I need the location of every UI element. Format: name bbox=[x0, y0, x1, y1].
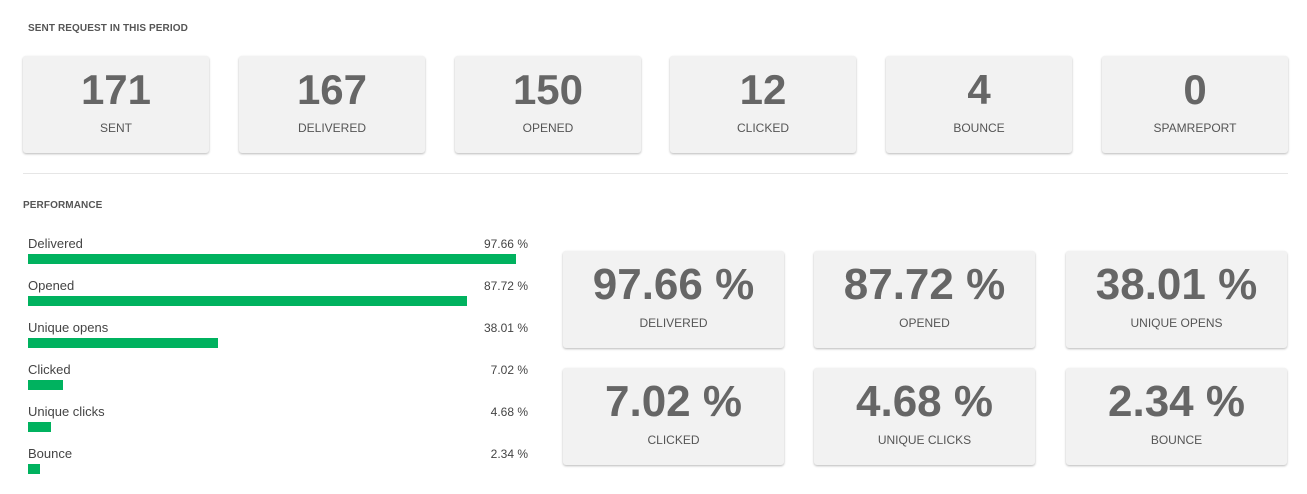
sent-stats-row: 171 SENT 167 DELIVERED 150 OPENED 12 CLI… bbox=[23, 56, 1288, 153]
perf-card-bounce: 2.34 % BOUNCE bbox=[1066, 368, 1287, 465]
bar-track bbox=[28, 338, 528, 348]
performance-section-title: PERFORMANCE bbox=[23, 200, 103, 211]
stat-card-opened: 150 OPENED bbox=[455, 56, 641, 153]
stat-value: 167 bbox=[296, 66, 368, 113]
section-divider bbox=[23, 173, 1288, 174]
bar-percent: 38.01 % bbox=[483, 321, 528, 335]
bar-label: Unique opens bbox=[28, 320, 109, 335]
perf-value: 97.66 % bbox=[592, 260, 755, 309]
bar-track bbox=[28, 422, 528, 432]
bar-row-bounce: Bounce 2.34 % bbox=[28, 446, 528, 486]
bar-fill bbox=[28, 380, 63, 390]
stat-label: SPAMREPORT bbox=[1153, 121, 1237, 135]
stat-card-spamreport: 0 SPAMREPORT bbox=[1102, 56, 1288, 153]
stat-value: 0 bbox=[1183, 66, 1207, 113]
perf-label: DELIVERED bbox=[639, 316, 708, 330]
perf-label: BOUNCE bbox=[1150, 433, 1203, 447]
perf-card-opened: 87.72 % OPENED bbox=[814, 251, 1035, 348]
stat-label: SENT bbox=[99, 121, 132, 135]
stat-value: 150 bbox=[512, 66, 584, 113]
bar-row-opened: Opened 87.72 % bbox=[28, 278, 528, 318]
perf-card-clicked: 7.02 % CLICKED bbox=[563, 368, 784, 465]
bar-fill bbox=[28, 338, 218, 348]
stat-value: 12 bbox=[739, 66, 787, 113]
bar-track bbox=[28, 296, 528, 306]
stat-label: BOUNCE bbox=[953, 121, 1005, 135]
perf-value: 87.72 % bbox=[843, 260, 1006, 309]
perf-value: 2.34 % bbox=[1108, 377, 1245, 426]
stat-label: DELIVERED bbox=[297, 121, 367, 135]
bar-track bbox=[28, 380, 528, 390]
bar-fill bbox=[28, 422, 51, 432]
perf-label: OPENED bbox=[899, 316, 950, 330]
bar-percent: 97.66 % bbox=[483, 237, 528, 251]
perf-card-unique-clicks: 4.68 % UNIQUE CLICKS bbox=[814, 368, 1035, 465]
bar-row-unique-clicks: Unique clicks 4.68 % bbox=[28, 404, 528, 444]
bar-percent: 4.68 % bbox=[490, 405, 528, 419]
stat-card-delivered: 167 DELIVERED bbox=[239, 56, 425, 153]
bar-label: Opened bbox=[28, 278, 75, 293]
bar-row-unique-opens: Unique opens 38.01 % bbox=[28, 320, 528, 360]
bar-row-clicked: Clicked 7.02 % bbox=[28, 362, 528, 402]
bar-label: Unique clicks bbox=[28, 404, 105, 419]
bar-label: Bounce bbox=[28, 446, 73, 461]
bar-label: Clicked bbox=[28, 362, 71, 377]
stat-card-sent: 171 SENT bbox=[23, 56, 209, 153]
stat-value: 4 bbox=[967, 66, 991, 113]
bar-track bbox=[28, 464, 528, 474]
perf-label: UNIQUE OPENS bbox=[1130, 316, 1223, 330]
bar-fill bbox=[28, 254, 516, 264]
stat-card-bounce: 4 BOUNCE bbox=[886, 56, 1072, 153]
perf-card-delivered: 97.66 % DELIVERED bbox=[563, 251, 784, 348]
stat-card-clicked: 12 CLICKED bbox=[670, 56, 856, 153]
bar-percent: 87.72 % bbox=[483, 279, 528, 293]
bar-track bbox=[28, 254, 528, 264]
stat-label: CLICKED bbox=[736, 121, 789, 135]
stat-value: 171 bbox=[80, 66, 152, 113]
stat-label: OPENED bbox=[522, 121, 574, 135]
bar-fill bbox=[28, 464, 40, 474]
perf-value: 4.68 % bbox=[856, 377, 993, 426]
bar-label: Delivered bbox=[28, 236, 83, 251]
perf-value: 38.01 % bbox=[1095, 260, 1258, 309]
bar-fill bbox=[28, 296, 467, 306]
bar-percent: 7.02 % bbox=[490, 363, 528, 377]
perf-card-unique-opens: 38.01 % UNIQUE OPENS bbox=[1066, 251, 1287, 348]
perf-value: 7.02 % bbox=[605, 377, 742, 426]
bar-row-delivered: Delivered 97.66 % bbox=[28, 236, 528, 276]
bar-percent: 2.34 % bbox=[490, 447, 528, 461]
sent-section-title: SENT REQUEST IN THIS PERIOD bbox=[28, 23, 188, 34]
perf-label: CLICKED bbox=[647, 433, 700, 447]
perf-label: UNIQUE CLICKS bbox=[877, 433, 972, 447]
